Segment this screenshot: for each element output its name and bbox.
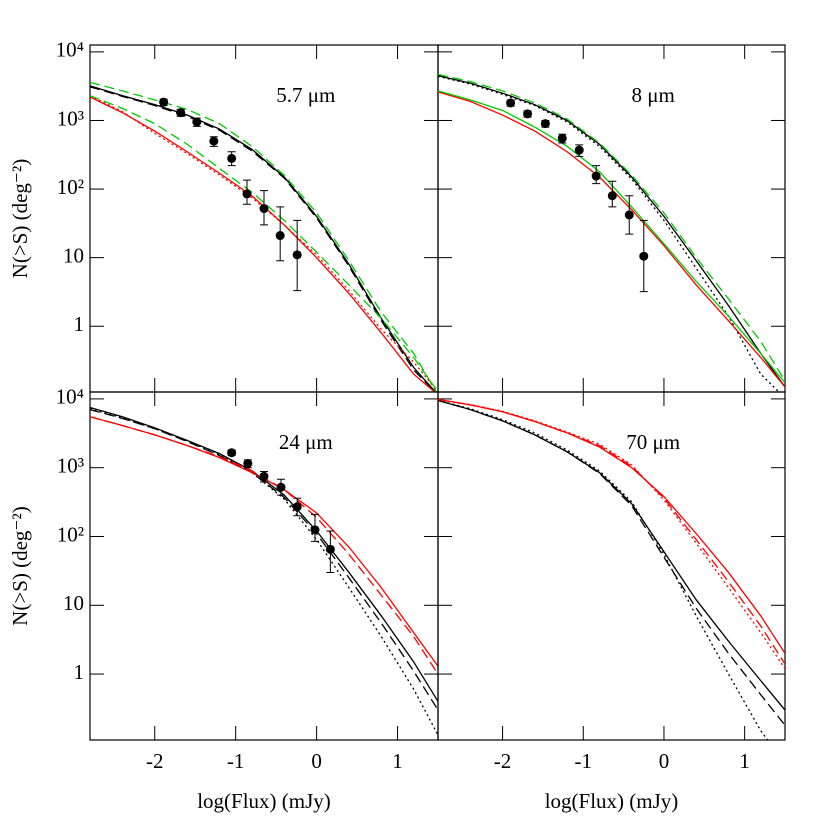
data-point: [159, 97, 169, 107]
data-point: [310, 525, 320, 535]
y-tick-label: 10⁴: [56, 385, 84, 409]
plot-area: [90, 406, 438, 736]
y-tick-label: 1: [74, 312, 85, 336]
data-point: [259, 471, 269, 481]
y-tick-label: 10²: [57, 522, 84, 546]
series-line: [90, 408, 438, 736]
data-point: [325, 544, 335, 554]
series-line: [90, 85, 437, 392]
y-tick-label: 10: [63, 243, 84, 267]
data-point: [506, 98, 516, 108]
data-point: [292, 502, 302, 512]
series-line: [438, 75, 780, 392]
data-point: [540, 119, 550, 129]
y-tick-label: 1: [74, 660, 85, 684]
y-tick-label: 10³: [57, 106, 84, 130]
data-point: [209, 136, 219, 146]
panel-frame: [437, 391, 786, 741]
series-line: [438, 398, 785, 665]
x-tick-label: 0: [659, 749, 670, 773]
data-point: [639, 251, 649, 261]
series-line: [90, 95, 438, 392]
series-line: [438, 90, 785, 384]
y-tick-label: 10⁴: [56, 38, 84, 62]
x-tick-label: -2: [146, 749, 164, 773]
x-tick-label: 0: [311, 749, 322, 773]
series-line: [438, 398, 785, 654]
series-line: [90, 406, 438, 702]
data-point: [292, 250, 302, 260]
series-line: [90, 86, 437, 392]
series-line: [90, 408, 438, 711]
y-axis-label: N(>S) (deg⁻²): [8, 159, 32, 279]
data-point: [574, 145, 584, 155]
series-line: [438, 399, 785, 711]
y-tick-label: 10³: [57, 454, 84, 478]
x-tick-label: -2: [494, 749, 512, 773]
data-point: [523, 109, 533, 119]
plot-area: [438, 398, 785, 740]
series-line: [438, 75, 785, 388]
series-line: [438, 399, 785, 726]
x-axis-label: log(Flux) (mJy): [545, 789, 679, 813]
series-line: [438, 399, 769, 740]
panel-title: 8 μm: [631, 83, 674, 107]
series-line: [90, 81, 438, 392]
y-tick-label: 10²: [57, 175, 84, 199]
panel-title: 5.7 μm: [276, 83, 335, 107]
panel-title: 24 μm: [279, 430, 333, 454]
series-line: [90, 416, 438, 675]
data-point: [227, 448, 237, 458]
y-tick-label: 10: [63, 591, 84, 615]
panel-title: 70 μm: [626, 430, 680, 454]
panel-frame: [437, 44, 786, 393]
x-tick-label: 1: [392, 749, 403, 773]
data-point: [259, 204, 269, 214]
data-point: [243, 459, 253, 469]
data-point: [557, 133, 567, 143]
y-axis-label: N(>S) (deg⁻²): [8, 506, 32, 626]
plot-area: [90, 81, 438, 392]
data-point: [275, 231, 285, 241]
data-point: [227, 153, 237, 163]
panel-frame: [89, 391, 439, 741]
plot-area: [438, 73, 785, 392]
x-tick-label: -1: [227, 749, 245, 773]
series-line: [438, 91, 785, 388]
data-point: [624, 210, 634, 220]
x-tick-label: 1: [739, 749, 750, 773]
series-line: [438, 398, 785, 669]
series-line: [438, 73, 785, 382]
data-point: [607, 191, 617, 201]
data-point: [242, 189, 252, 199]
x-axis-label: log(Flux) (mJy): [197, 789, 331, 813]
data-point: [192, 117, 202, 127]
x-tick-label: -1: [575, 749, 593, 773]
series-line: [90, 95, 438, 392]
data-point: [591, 171, 601, 181]
data-point: [176, 108, 186, 118]
series-line: [90, 96, 436, 392]
data-point: [276, 482, 286, 492]
